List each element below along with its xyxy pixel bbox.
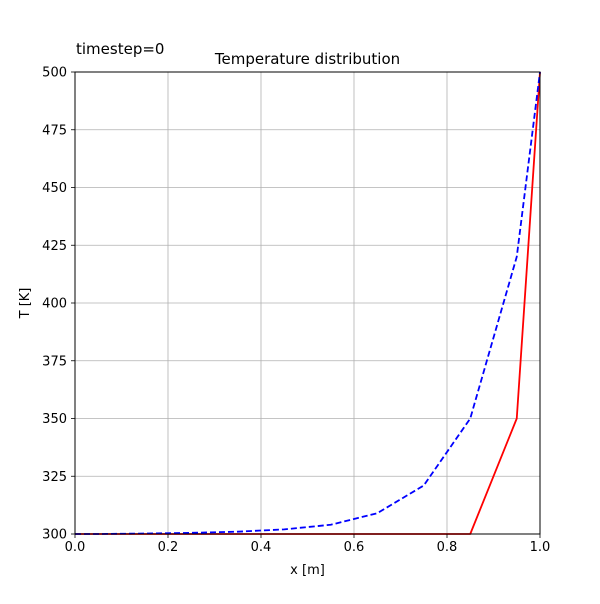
x-tick-label: 0.2 (158, 540, 179, 555)
x-axis-label: x [m] (290, 563, 325, 578)
y-tick-label: 500 (42, 66, 67, 81)
y-tick-label: 325 (42, 470, 67, 485)
timestep-annotation: timestep=0 (76, 40, 164, 58)
x-tick-label: 0.6 (344, 540, 365, 555)
y-tick-label: 450 (42, 181, 67, 196)
y-tick-label: 375 (42, 354, 67, 369)
y-axis-label: T [K] (18, 288, 33, 320)
x-tick-label: 0.4 (251, 540, 272, 555)
ticks: 0.0 0.2 0.4 0.6 0.8 1.0 300 325 350 375 400 425 450 4… (42, 66, 550, 556)
y-tick-label: 350 (42, 412, 67, 427)
y-tick-label: 425 (42, 239, 67, 254)
x-tick-label: 0.8 (437, 540, 458, 555)
y-tick-label: 475 (42, 123, 67, 138)
chart-title: Temperature distribution (214, 50, 400, 68)
x-tick-label: 0.0 (65, 540, 86, 555)
y-tick-label: 300 (42, 528, 67, 543)
x-tick-label: 1.0 (530, 540, 551, 555)
y-tick-label: 400 (42, 297, 67, 312)
